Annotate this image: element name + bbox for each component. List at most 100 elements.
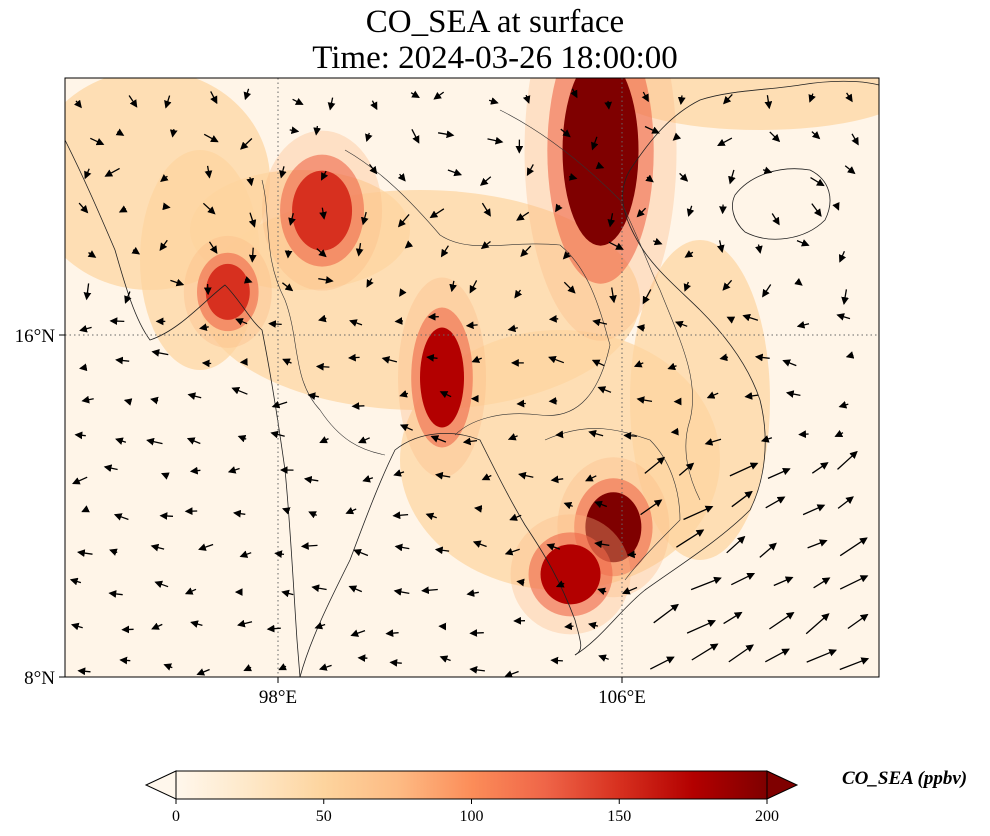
wind-arrow [679, 172, 689, 182]
wind-arrow [717, 137, 733, 147]
wind-arrow [79, 363, 88, 372]
wind-arrow [805, 613, 830, 635]
co-hotspot [420, 327, 465, 428]
wind-arrow [421, 586, 438, 595]
wind-arrow [81, 505, 90, 513]
wind-arrow [832, 201, 840, 211]
wind-arrow [270, 430, 285, 439]
wind-arrow [282, 358, 292, 366]
coastline-bay-of-bengal [65, 139, 301, 677]
border-myanmar-thailand [261, 179, 386, 456]
wind-arrow [622, 586, 638, 595]
wind-arrow [394, 317, 404, 325]
co-hotspot [540, 544, 601, 605]
wind-arrow [119, 656, 131, 665]
wind-arrow [128, 95, 138, 108]
wind-arrow [522, 94, 531, 104]
wind-arrow [794, 277, 803, 286]
wind-arrow [233, 509, 246, 518]
wind-arrow [563, 281, 576, 294]
wind-arrow [159, 239, 168, 251]
wind-arrow [771, 213, 780, 226]
wind-arrow [480, 176, 492, 186]
wind-arrow [268, 320, 282, 328]
wind-arrow [435, 471, 451, 480]
wind-arrow [311, 584, 327, 593]
wind-arrow [69, 577, 82, 586]
wind-arrow [355, 243, 364, 257]
coastlines [65, 80, 879, 677]
wind-arrow [516, 211, 530, 221]
wind-arrow [308, 511, 317, 519]
wind-arrow [282, 282, 294, 292]
wind-arrow [151, 349, 169, 357]
wind-arrow [434, 546, 450, 555]
wind-arrow [281, 589, 294, 598]
wind-arrow [227, 466, 240, 474]
wind-arrow [319, 436, 329, 444]
colorbar-tick-label-0: 0 [172, 808, 180, 825]
wind-arrow [365, 132, 373, 143]
wind-arrow [169, 128, 178, 138]
wind-arrow [562, 251, 571, 260]
wind-arrow [742, 313, 759, 322]
wind-arrow [115, 437, 127, 445]
wind-arrow [393, 469, 405, 477]
wind-arrow [315, 362, 330, 371]
colorbar: 0 50 100 150 200 [144, 770, 799, 825]
wind-arrow [764, 95, 773, 110]
wind-arrow [313, 125, 321, 136]
wind-arrow [645, 174, 654, 183]
wind-arrow [392, 511, 409, 520]
wind-arrow [131, 246, 141, 255]
wind-arrow [762, 166, 773, 175]
wind-arrow [327, 97, 336, 111]
wind-arrow [785, 390, 801, 398]
wind-arrow [159, 512, 174, 520]
wind-arrow [731, 490, 753, 508]
colorbar-label: CO_SEA (ppbv) [842, 768, 968, 789]
wind-arrow [437, 130, 455, 139]
wind-arrow [839, 575, 869, 590]
wind-arrow [196, 668, 210, 676]
wind-arrow [704, 438, 722, 446]
wind-arrow [507, 433, 518, 441]
wind-arrow [318, 314, 327, 323]
wind-arrow [670, 427, 679, 436]
wind-arrow [767, 467, 791, 479]
wind-arrow [300, 542, 318, 550]
wind-arrow [150, 543, 165, 552]
wind-arrow [271, 400, 288, 409]
colorbar-ticks: 0 50 100 150 200 [172, 799, 779, 825]
co-heatmap [65, 78, 879, 635]
wind-arrow [429, 208, 445, 219]
wind-arrow [592, 318, 608, 327]
wind-arrow [676, 529, 705, 548]
wind-arrow [564, 622, 574, 631]
wind-arrow [597, 386, 612, 394]
wind-arrow [292, 97, 304, 105]
wind-arrow [744, 392, 759, 400]
wind-arrow [644, 125, 660, 134]
wind-arrow [150, 396, 159, 405]
wind-arrow [591, 359, 605, 367]
border-cambodia-vietnam [544, 428, 681, 581]
wind-arrow [447, 168, 463, 177]
wind-arrow [210, 91, 218, 105]
wind-arrow [626, 550, 637, 559]
wind-arrow [723, 93, 733, 105]
wind-arrow [636, 207, 647, 218]
wind-arrow [198, 543, 214, 551]
wind-arrow [370, 100, 378, 111]
wind-arrow [796, 239, 810, 247]
wind-arrow [471, 355, 482, 363]
wind-arrow [289, 126, 300, 135]
wind-arrow [84, 168, 92, 180]
wind-arrow [353, 548, 369, 557]
wind-arrow [690, 576, 722, 591]
wind-arrow [208, 241, 218, 254]
wind-arrow [240, 138, 253, 150]
wind-arrow [381, 356, 398, 364]
wind-arrow [243, 88, 252, 101]
wind-arrow [764, 648, 790, 663]
